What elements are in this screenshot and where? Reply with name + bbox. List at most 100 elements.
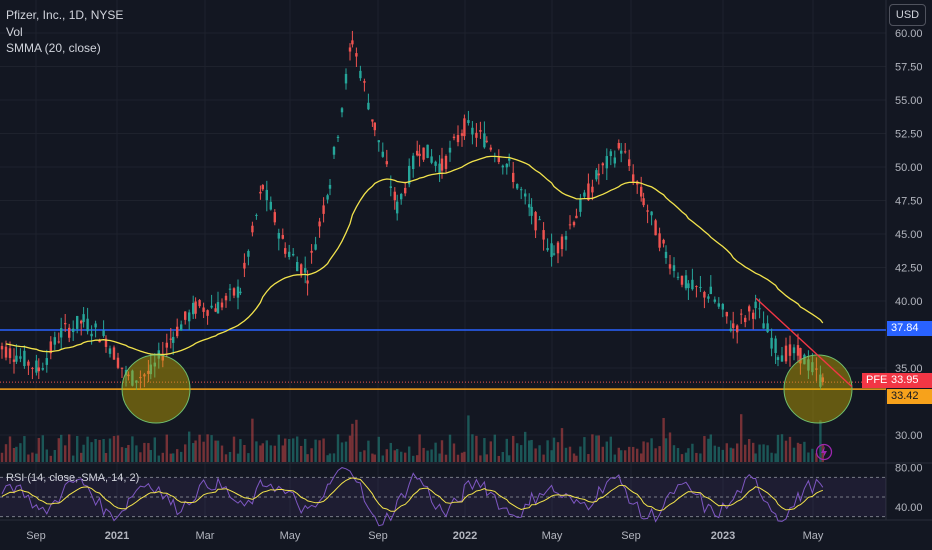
currency-button[interactable]: USD	[889, 4, 926, 26]
volume-bar	[479, 455, 482, 462]
volume-bar	[534, 448, 537, 462]
candle-body	[412, 155, 415, 169]
candle-body	[389, 186, 392, 188]
candle-body	[15, 355, 18, 362]
time-tick-label: Mar	[196, 530, 215, 542]
candle-body	[68, 327, 71, 338]
candle-body	[57, 341, 60, 343]
volume-bar	[8, 436, 12, 462]
symbol-legend[interactable]: Pfizer, Inc., 1D, NYSE	[6, 8, 124, 22]
candle-body	[35, 360, 38, 373]
volume-bar	[192, 443, 195, 462]
volume-bar	[452, 443, 456, 462]
candle-body	[654, 220, 657, 236]
candle-body	[601, 163, 604, 166]
price-tick-label: 45.00	[895, 229, 923, 241]
volume-bar	[703, 436, 706, 462]
volume-bar	[691, 443, 694, 462]
candle-body	[76, 315, 79, 329]
candle-body	[815, 368, 818, 370]
orange-level-tag: 33.42	[887, 389, 932, 404]
volume-bar	[524, 431, 527, 462]
candle-body	[680, 275, 684, 285]
candle-body	[393, 191, 396, 201]
candle-body	[707, 296, 710, 299]
candle-body	[780, 355, 784, 362]
volume-bar	[120, 447, 124, 462]
candle-body	[766, 323, 769, 333]
volume-bar	[404, 452, 407, 462]
highlight-circle-2021	[121, 354, 191, 424]
candle-body	[304, 268, 307, 273]
smma-legend[interactable]: SMMA (20, close)	[6, 41, 101, 55]
volume-bar	[489, 441, 492, 462]
volume-bar	[300, 445, 303, 462]
candle-body	[632, 174, 635, 182]
candle-body	[243, 262, 246, 269]
candle-body	[139, 376, 142, 379]
candle-body	[725, 312, 728, 317]
candle-body	[774, 338, 777, 354]
volume-bar	[269, 445, 272, 462]
volume-bar	[467, 415, 470, 462]
candle-body	[572, 222, 576, 226]
candle-body	[0, 346, 4, 350]
volume-bar	[583, 437, 586, 462]
volume-bar	[98, 439, 101, 462]
volume-bar	[624, 450, 627, 462]
candle-body	[792, 347, 796, 354]
candle-body	[642, 198, 645, 206]
volume-bar	[243, 445, 246, 462]
volume-legend[interactable]: Vol	[6, 25, 23, 39]
candle-body	[754, 301, 757, 309]
volume-bar	[224, 454, 228, 462]
volume-bar	[516, 443, 519, 462]
volume-bar	[512, 435, 515, 462]
volume-bar	[377, 436, 380, 462]
volume-bar	[530, 439, 533, 462]
volume-bar	[418, 434, 421, 462]
candle-body	[172, 336, 175, 343]
candle-body	[430, 156, 433, 163]
volume-bar	[811, 448, 814, 462]
candle-body	[579, 198, 582, 212]
candle-body	[259, 191, 262, 194]
volume-bar	[575, 455, 578, 462]
time-tick-label: 2023	[711, 530, 735, 542]
candle-body	[516, 184, 519, 189]
candle-body	[530, 206, 533, 216]
candle-body	[355, 53, 358, 57]
volume-bar	[475, 435, 478, 462]
candle-body	[135, 380, 138, 383]
volume-bar	[725, 443, 728, 462]
candle-body	[104, 338, 108, 347]
volume-bar	[60, 434, 63, 462]
volume-bar	[396, 448, 399, 462]
volume-bar	[408, 446, 411, 462]
volume-bar	[45, 449, 48, 462]
volume-bar	[53, 449, 56, 462]
candle-body	[19, 356, 22, 359]
smma-line	[5, 155, 824, 356]
rsi-legend[interactable]: RSI (14, close, SMA, 14, 2)	[6, 472, 140, 484]
volume-bar	[636, 448, 639, 462]
blue-level-tag: 37.84	[887, 321, 932, 336]
volume-bar	[662, 417, 665, 462]
candle-body	[552, 253, 556, 255]
volume-bar	[68, 434, 71, 462]
volume-bar	[232, 436, 236, 462]
candle-body	[583, 192, 586, 197]
volume-bar	[483, 438, 486, 462]
volume-bar	[617, 447, 620, 462]
candle-body	[560, 236, 564, 250]
volume-bar	[505, 438, 508, 462]
volume-bar	[550, 450, 553, 462]
candle-body	[41, 368, 44, 370]
volume-bar	[314, 439, 317, 462]
price-tick-label: 50.00	[895, 162, 923, 174]
volume-bar	[351, 423, 354, 462]
candle-body	[508, 158, 511, 161]
candle-body	[811, 362, 814, 373]
candle-body	[684, 275, 688, 289]
